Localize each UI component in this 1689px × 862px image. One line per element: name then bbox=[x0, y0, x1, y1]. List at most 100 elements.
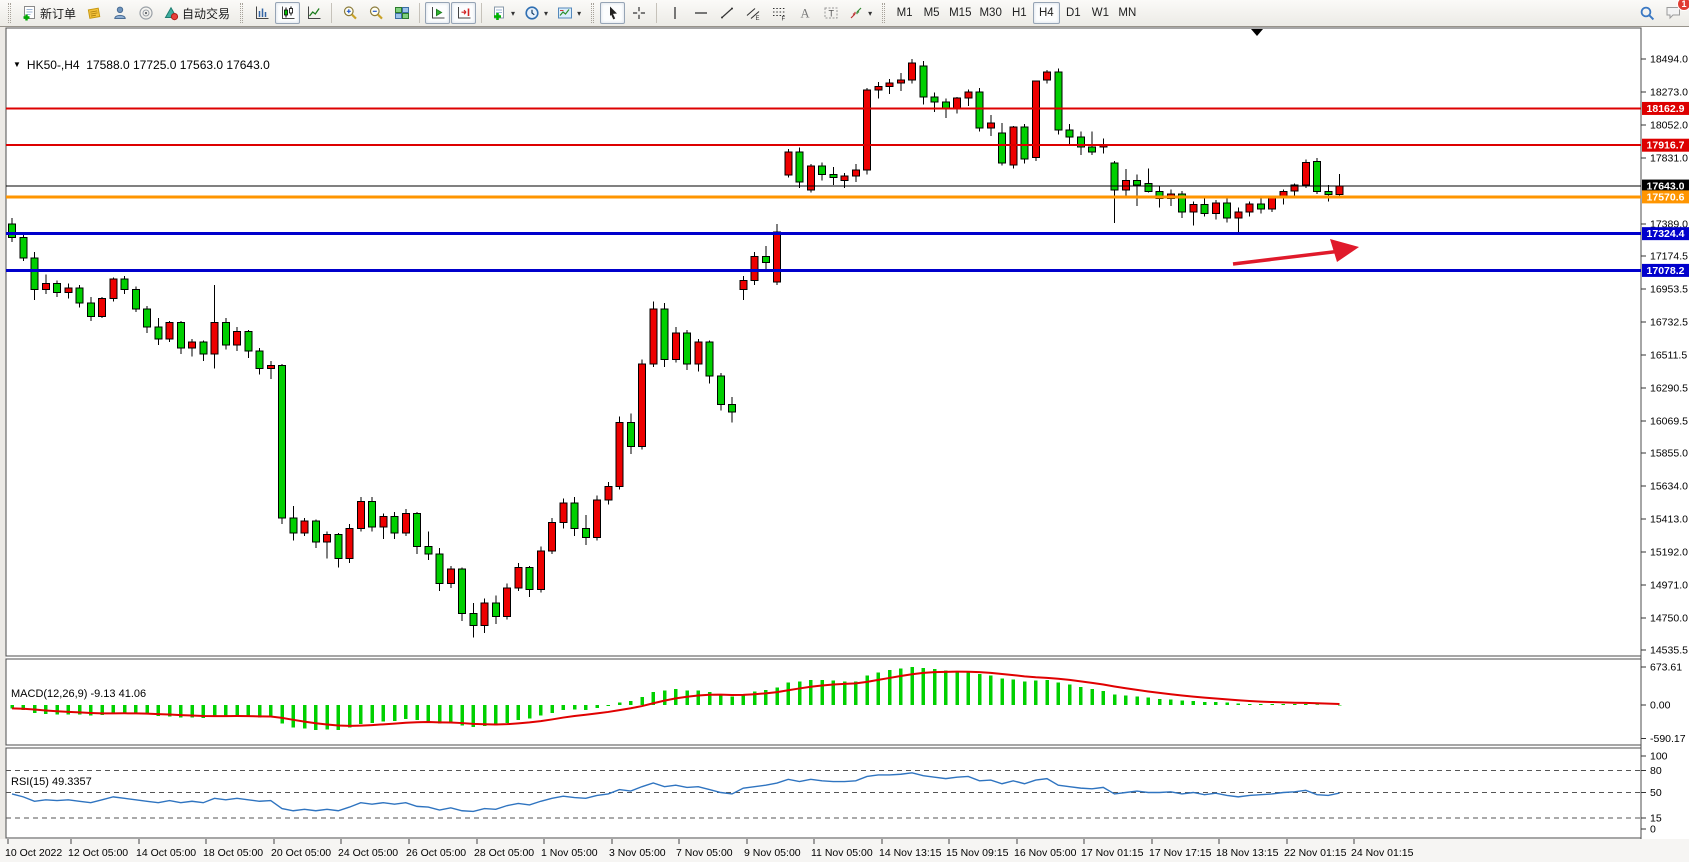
trendline-tool-button[interactable] bbox=[714, 2, 739, 24]
timeframe-button-m30[interactable]: M30 bbox=[975, 2, 1005, 24]
candle-body bbox=[671, 332, 680, 361]
timeframe-button-h4[interactable]: H4 bbox=[1032, 2, 1060, 24]
candle bbox=[165, 320, 174, 342]
text-tool-button[interactable]: A bbox=[792, 2, 817, 24]
candle bbox=[278, 364, 286, 524]
text-icon: A bbox=[800, 7, 809, 21]
candle bbox=[469, 603, 478, 638]
candle bbox=[1301, 159, 1310, 189]
candle bbox=[975, 87, 984, 132]
candle bbox=[480, 598, 489, 633]
candle bbox=[210, 285, 219, 369]
candle bbox=[514, 562, 523, 592]
y-tick-label: 15855.0 bbox=[1650, 448, 1688, 460]
rsi-line bbox=[11, 772, 1340, 813]
candle-body bbox=[458, 568, 466, 615]
line-chart-mode-button[interactable] bbox=[301, 2, 326, 24]
timeframe-button-mn[interactable]: MN bbox=[1114, 2, 1141, 24]
scroll-end-marker-icon[interactable] bbox=[1251, 29, 1263, 36]
x-axis-label: 24 Nov 01:15 bbox=[1351, 847, 1414, 859]
candle bbox=[863, 87, 871, 175]
channel-tool-button[interactable]: E bbox=[740, 2, 765, 24]
candle-body bbox=[424, 545, 433, 555]
crosshair-tool-button[interactable] bbox=[626, 2, 651, 24]
timeframe-button-m5[interactable]: M5 bbox=[918, 2, 945, 24]
signals-button[interactable] bbox=[133, 2, 158, 24]
auto-scroll-button[interactable] bbox=[425, 2, 451, 24]
vertical-line-tool-button[interactable] bbox=[662, 2, 687, 24]
toolbar-separator bbox=[419, 3, 421, 23]
timeframe-button-d1[interactable]: D1 bbox=[1060, 2, 1087, 24]
new-order-button[interactable]: 新订单 bbox=[17, 2, 80, 24]
period-button[interactable]: ▾ bbox=[520, 2, 552, 24]
zoom-out-button[interactable] bbox=[363, 2, 388, 24]
rsi-tick-label: 15 bbox=[1650, 813, 1662, 825]
candle bbox=[615, 416, 624, 490]
template-button[interactable]: ▾ bbox=[553, 2, 585, 24]
candle-body bbox=[131, 289, 140, 310]
y-tick-label: 16069.5 bbox=[1650, 416, 1688, 428]
accounts-button[interactable] bbox=[107, 2, 132, 24]
candle bbox=[109, 277, 118, 302]
auto-trading-button[interactable]: 自动交易 bbox=[159, 2, 234, 24]
candle-body bbox=[165, 321, 174, 340]
trend-arrow-annotation[interactable] bbox=[1232, 239, 1359, 266]
x-axis-label: 28 Oct 05:00 bbox=[474, 847, 534, 859]
x-axis-label: 26 Oct 05:00 bbox=[406, 847, 466, 859]
candle-body bbox=[593, 499, 601, 538]
candle bbox=[1043, 70, 1051, 84]
candle-body bbox=[716, 375, 725, 406]
svg-text:F: F bbox=[781, 17, 785, 22]
candle-body bbox=[356, 501, 365, 529]
horizontal-line-tool-button[interactable] bbox=[688, 2, 713, 24]
x-axis-label: 17 Nov 17:15 bbox=[1149, 847, 1212, 859]
x-axis-label: 17 Nov 01:15 bbox=[1081, 847, 1144, 859]
bar-chart-icon bbox=[255, 6, 269, 19]
chart-canvas[interactable]: 18494.018273.018052.017831.017389.017174… bbox=[0, 27, 1689, 862]
timeframe-button-h1[interactable]: H1 bbox=[1006, 2, 1033, 24]
price-lines-layer bbox=[6, 107, 1641, 272]
new-chart-button[interactable]: ▾ bbox=[487, 2, 519, 24]
new-chart-icon bbox=[494, 6, 505, 20]
timeframe-button-w1[interactable]: W1 bbox=[1087, 2, 1114, 24]
candle-body bbox=[154, 326, 163, 340]
candle bbox=[8, 217, 16, 242]
search-button[interactable] bbox=[1635, 2, 1660, 24]
tile-windows-icon bbox=[394, 7, 409, 19]
candle-body bbox=[1178, 193, 1186, 213]
candle-body bbox=[840, 175, 849, 182]
candle-body bbox=[728, 404, 736, 413]
timeframe-button-m1[interactable]: M1 bbox=[891, 2, 918, 24]
toolbar-drag-handle[interactable] bbox=[240, 3, 244, 23]
chart-shift-button[interactable] bbox=[451, 2, 477, 24]
text-label-tool-button[interactable]: T bbox=[818, 2, 843, 24]
tile-windows-button[interactable] bbox=[389, 2, 414, 24]
candle bbox=[581, 515, 590, 545]
candle bbox=[86, 297, 95, 321]
candle-body bbox=[98, 298, 106, 317]
arrows-tool-button[interactable]: ▾ bbox=[844, 2, 876, 24]
candle bbox=[1065, 123, 1074, 145]
fibonacci-tool-button[interactable]: F bbox=[766, 2, 791, 24]
toolbar-drag-handle[interactable] bbox=[882, 3, 886, 23]
toolbar-drag-handle[interactable] bbox=[591, 3, 595, 23]
candlestick-icon bbox=[281, 6, 295, 19]
candle bbox=[728, 397, 736, 423]
cursor-tool-button[interactable] bbox=[600, 2, 626, 24]
market-watch-button[interactable] bbox=[81, 2, 106, 24]
candle-body bbox=[120, 278, 129, 291]
notification-badge[interactable]: 1 bbox=[1677, 0, 1689, 11]
price-line-badge bbox=[1642, 138, 1689, 152]
candle-body bbox=[1200, 203, 1209, 214]
toolbar-drag-handle[interactable] bbox=[8, 3, 11, 23]
candlestick-mode-button[interactable] bbox=[275, 2, 301, 24]
y-tick-label: 17831.0 bbox=[1650, 153, 1688, 165]
candle-body bbox=[19, 236, 28, 259]
candle-body bbox=[1031, 80, 1040, 158]
zoom-in-button[interactable] bbox=[337, 2, 362, 24]
price-line-badge bbox=[1642, 263, 1689, 277]
bar-chart-mode-button[interactable] bbox=[249, 2, 274, 24]
timeframe-button-m15[interactable]: M15 bbox=[945, 2, 975, 24]
candle-body bbox=[469, 613, 478, 627]
candle bbox=[1234, 207, 1243, 235]
